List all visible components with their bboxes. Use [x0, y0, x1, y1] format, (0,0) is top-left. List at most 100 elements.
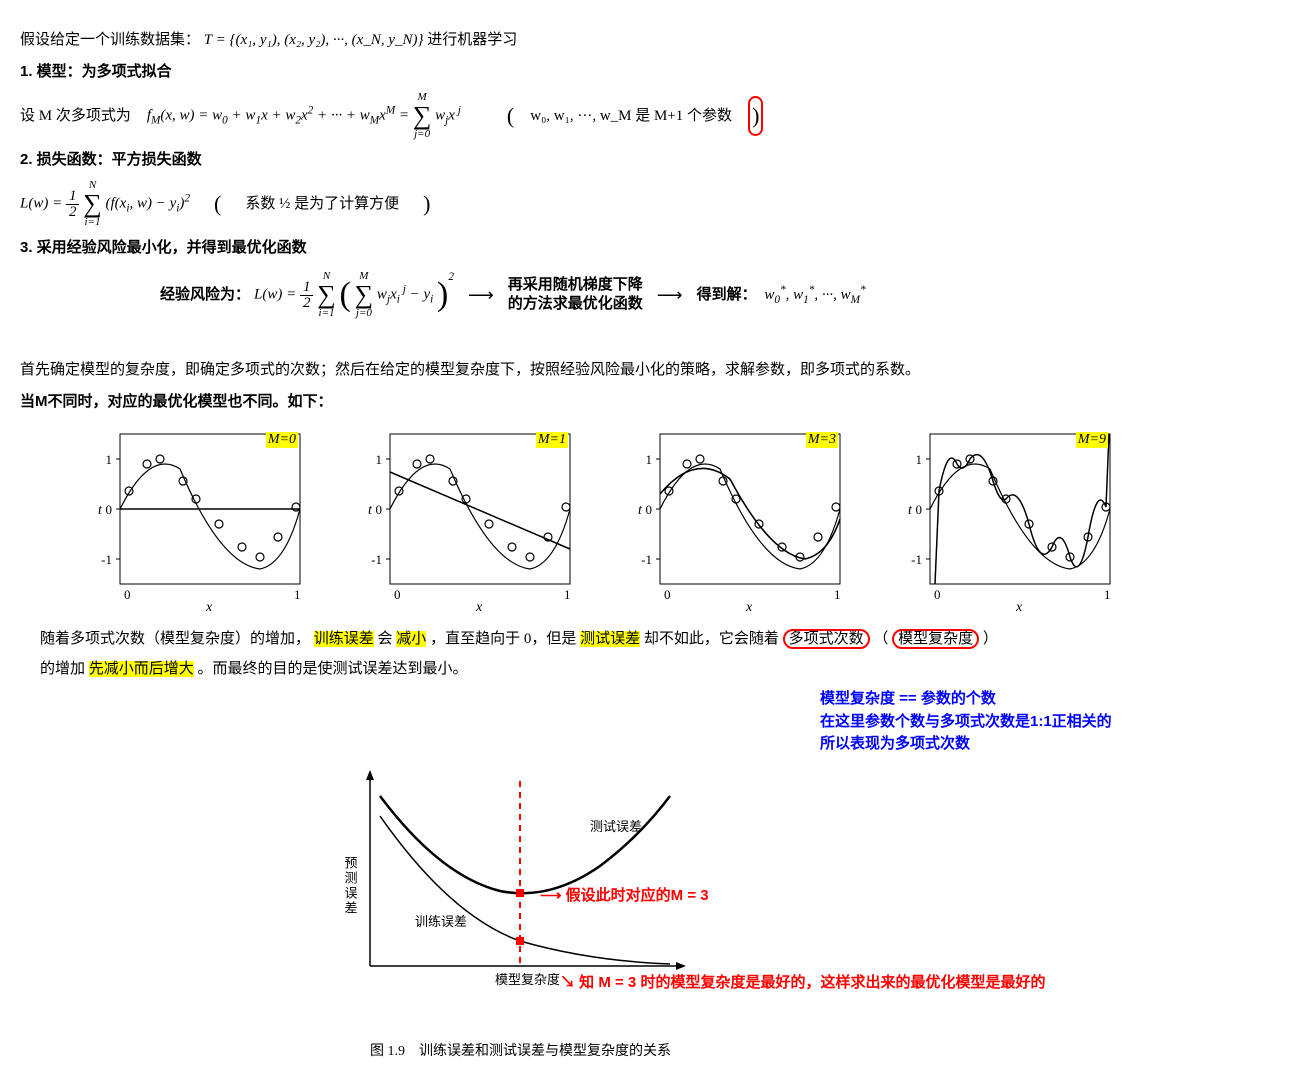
arrow-icon: ⟶ [468, 281, 494, 310]
svg-text:测试误差: 测试误差 [590, 819, 642, 834]
s3-mid2: 的方法求最优化函数 [508, 296, 643, 312]
p3h4: 先减小而后增大 [89, 661, 194, 677]
blue-l2: 在这里参数个数与多项式次数是1:1正相关的 [820, 711, 1272, 734]
s2-note-open: ( [214, 186, 221, 221]
svg-text:1: 1 [916, 452, 923, 467]
intro-line: 假设给定一个训练数据集： T = {(x₁, y₁), (x₂, y₂), ··… [20, 28, 1272, 52]
svg-text:x: x [745, 600, 753, 614]
plot-m1-svg: 1 0 -1 t 0 1 x [350, 424, 580, 614]
svg-text:0: 0 [106, 502, 113, 517]
svg-text:训练误差: 训练误差 [415, 914, 467, 929]
s1-fm: fM(x, w) = w0 + w1x + w2x2 + ··· + wMxM … [147, 92, 461, 140]
plot-m0-svg: 1 0 -1 t 0 1 x [80, 424, 310, 614]
plot-m3: M=3 1 0 -1 t 0 1 x [620, 424, 850, 614]
p3h: 。而最终的目的是使测试误差达到最小。 [198, 661, 468, 677]
plots-row: M=0 1 0 -1 t 0 1 x [80, 424, 1272, 614]
svg-text:0: 0 [124, 587, 131, 602]
p3c: ，直至趋向于 0，但是 [430, 631, 576, 647]
p3d: 却不如此，它会随着 [644, 631, 779, 647]
plot-m9-svg: 1 0 -1 t 0 1 x [890, 424, 1120, 614]
svg-text:预测误差: 预测误差 [343, 856, 358, 916]
svg-text:x: x [475, 600, 483, 614]
svg-text:0: 0 [376, 502, 383, 517]
svg-text:1: 1 [376, 452, 383, 467]
svg-text:x: x [205, 600, 213, 614]
section3-flow: 经验风险为： L(w) = 12 N ∑ i=1 ( M ∑ j=0 wjxi … [160, 268, 1272, 322]
svg-text:1: 1 [834, 587, 841, 602]
plot-m1-label: M=1 [536, 432, 568, 448]
red-r1-text: 假设此时对应的M = 3 [566, 887, 709, 904]
section1-title: 1. 模型：为多项式拟合 [20, 60, 1272, 84]
plot-m3-svg: 1 0 -1 t 0 1 x [620, 424, 850, 614]
p3h1: 训练误差 [314, 631, 374, 647]
svg-text:1: 1 [1104, 587, 1111, 602]
p3circ2: 模型复杂度 [892, 629, 979, 649]
s2-note-close: ) [423, 186, 430, 221]
p3b: 会 [378, 631, 393, 647]
svg-text:-1: -1 [101, 552, 112, 567]
svg-text:-1: -1 [641, 552, 652, 567]
svg-text:t: t [98, 503, 103, 518]
para2: 当M不同时，对应的最优化模型也不同。如下： [20, 390, 1272, 414]
para1: 首先确定模型的复杂度，即确定多项式的次数；然后在给定的模型复杂度下，按照经验风险… [20, 358, 1272, 382]
svg-text:0: 0 [916, 502, 923, 517]
svg-text:1: 1 [564, 587, 571, 602]
red-annot-2: ↘ 知 M = 3 时的模型复杂度是最好的，这样求出来的最优化模型是最好的 [560, 971, 1045, 992]
error-chart: 预测误差 测试误差 训练误差 模型复杂度 ⟶ 假设此时对应的M = 3 ↘ 知 … [320, 756, 1272, 1060]
plot-m1: M=1 1 0 -1 t 0 1 x [350, 424, 580, 614]
svg-text:0: 0 [394, 587, 401, 602]
s1-tail-open: ( [507, 98, 514, 133]
s1-lead: 设 M 次多项式为 [20, 104, 131, 128]
s3-mid1: 再采用随机梯度下降 [508, 277, 643, 293]
para3: 随着多项式次数（模型复杂度）的增加， 训练误差 会 减小 ，直至趋向于 0，但是… [40, 624, 1272, 684]
blue-l1: 模型复杂度 == 参数的个数 [820, 688, 1272, 711]
data-points [125, 455, 300, 561]
p3h3: 测试误差 [580, 631, 640, 647]
plot-m9: M=9 1 0 -1 t 0 1 x [890, 424, 1120, 614]
s3-result: 得到解： [697, 283, 757, 307]
p3f: ） [983, 631, 998, 647]
s1-tail: w₀, w₁, ···, w_M 是 M+1 个参数 [530, 104, 732, 128]
plot-m0: M=0 1 0 -1 t 0 1 x [80, 424, 310, 614]
p3e: （ [873, 631, 888, 647]
section2-formula: L(w) = 12 N ∑ i=1 (f(xi, w) − yi)2 ( 系数 … [20, 180, 1272, 228]
s3-lead: 经验风险为： [160, 283, 250, 307]
svg-text:0: 0 [646, 502, 653, 517]
svg-text:1: 1 [294, 587, 301, 602]
plot-m0-label: M=0 [266, 432, 298, 448]
svg-text:t: t [638, 503, 643, 518]
p3h2: 减小 [396, 631, 426, 647]
section1-formula: 设 M 次多项式为 fM(x, w) = w0 + w1x + w2x2 + ·… [20, 92, 1272, 140]
chart-caption: 图 1.9 训练误差和测试误差与模型复杂度的关系 [370, 1040, 1272, 1060]
svg-text:0: 0 [664, 587, 671, 602]
s3-mid: 再采用随机梯度下降 的方法求最优化函数 [508, 276, 643, 315]
p3a: 随着多项式次数（模型复杂度）的增加， [40, 631, 310, 647]
svg-text:1: 1 [646, 452, 653, 467]
p3g: 的增加 [40, 661, 85, 677]
s3-solution: w0*, w1*, ···, wM* [761, 281, 866, 309]
plot-m3-label: M=3 [806, 432, 838, 448]
blue-annotation: 模型复杂度 == 参数的个数 在这里参数个数与多项式次数是1:1正相关的 所以表… [820, 688, 1272, 756]
s2-fm: L(w) = 12 N ∑ i=1 (f(xi, w) − yi)2 [20, 180, 190, 228]
s2-note: 系数 ½ 是为了计算方便 [245, 192, 399, 216]
red-r2-text: 知 M = 3 时的模型复杂度是最好的，这样求出来的最优化模型是最好的 [579, 974, 1045, 991]
svg-text:模型复杂度: 模型复杂度 [495, 972, 560, 987]
svg-text:-1: -1 [371, 552, 382, 567]
intro-tail: 进行机器学习 [427, 32, 517, 48]
s1-tail-close: ) [748, 96, 763, 135]
svg-text:t: t [908, 503, 913, 518]
red-annot-1: ⟶ 假设此时对应的M = 3 [540, 884, 709, 905]
svg-text:x: x [1015, 600, 1023, 614]
svg-text:t: t [368, 503, 373, 518]
blue-l3: 所以表现为多项式次数 [820, 733, 1272, 756]
intro-text: 假设给定一个训练数据集： [20, 32, 200, 48]
s3-fm: L(w) = 12 N ∑ i=1 ( M ∑ j=0 wjxi j − yi … [254, 268, 454, 322]
intro-set: T = {(x₁, y₁), (x₂, y₂), ···, (x_N, y_N)… [204, 32, 424, 48]
arrow-icon: ⟶ [657, 281, 683, 310]
p3circ1: 多项式次数 [783, 629, 870, 649]
section3-title: 3. 采用经验风险最小化，并得到最优化函数 [20, 236, 1272, 260]
svg-text:0: 0 [934, 587, 941, 602]
plot-m9-label: M=9 [1076, 432, 1108, 448]
error-chart-svg: 预测误差 测试误差 训练误差 模型复杂度 [320, 756, 700, 1006]
svg-text:1: 1 [106, 452, 113, 467]
